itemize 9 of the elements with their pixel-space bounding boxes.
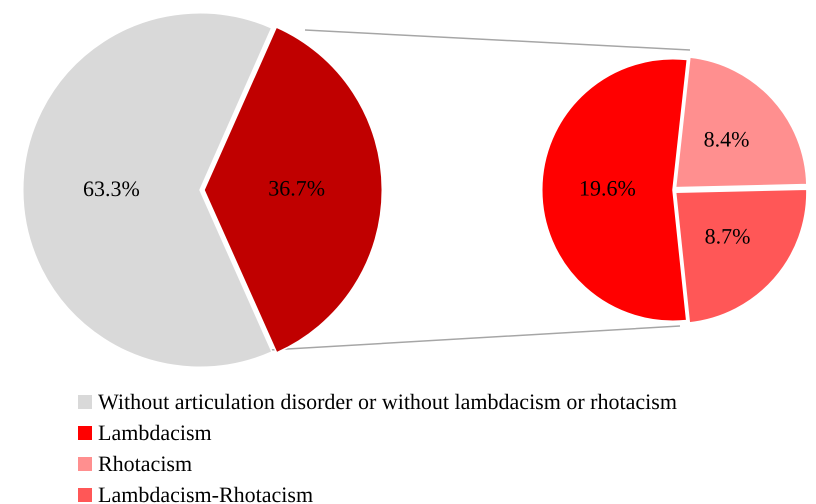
legend-label: Lambdacism-Rhotacism bbox=[98, 481, 314, 504]
legend-label: Lambdacism bbox=[98, 419, 212, 447]
data-label: 8.4% bbox=[704, 126, 750, 152]
legend-label: Rhotacism bbox=[98, 450, 192, 478]
data-label: 19.6% bbox=[578, 176, 636, 201]
data-label: 63.3% bbox=[82, 176, 140, 201]
legend-label: Without articulation disorder or without lambdacism or rhotacism bbox=[98, 388, 677, 416]
data-label: 36.7% bbox=[268, 176, 326, 201]
data-label: 8.7% bbox=[704, 224, 750, 249]
